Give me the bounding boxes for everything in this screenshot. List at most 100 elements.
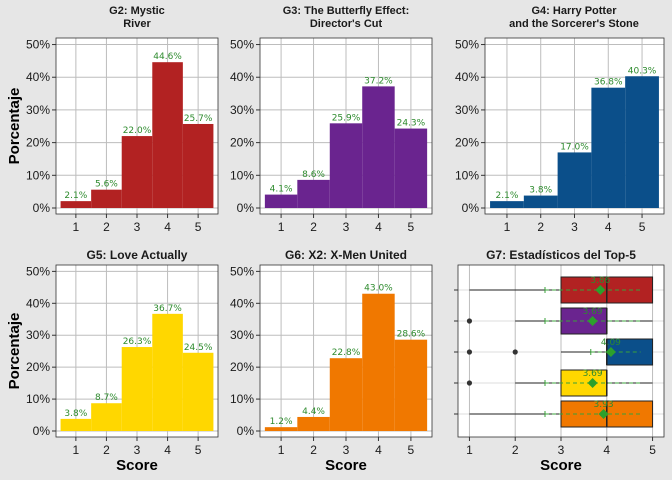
chart-title-line: and the Sorcerer's Stone [509,18,639,30]
data-label: 22.8% [332,348,361,358]
mean-marker [587,316,598,326]
y-tick-label: 10% [455,168,479,182]
data-label: 2.1% [64,191,87,201]
x-tick-label: 4 [603,443,610,457]
mean-marker [605,347,616,357]
y-tick-label: 40% [26,296,50,310]
data-label: 40.3% [628,66,657,76]
y-tick-label: 30% [455,103,479,117]
outlier-point [466,380,473,386]
y-tick-label: 50% [455,38,479,52]
data-label: 8.6% [302,170,325,180]
x-tick-label: 3 [134,220,141,234]
bar [297,179,330,208]
x-tick-label: 1 [278,220,285,234]
chart-title: G6: X2: X-Men United [285,248,407,262]
data-label: 36.7% [153,304,182,314]
x-tick-label: 2 [103,220,110,234]
y-tick-label: 30% [230,103,254,117]
data-label: 1.2% [270,417,293,427]
x-axis-label: Score [325,457,367,474]
data-label: 17.0% [560,142,589,152]
bar [264,427,298,431]
data-label: 22.0% [123,126,152,136]
y-tick-label: 40% [230,70,254,84]
y-tick-label: 10% [26,392,50,406]
x-tick-label: 1 [73,220,80,234]
bar [182,123,214,208]
data-label: 3.8% [64,409,87,419]
x-tick-label: 2 [103,443,110,457]
mean-label: 3.86 [590,276,610,286]
y-tick-label: 10% [230,392,254,406]
bar [362,293,395,431]
y-tick-label: 0% [237,201,255,215]
x-tick-label: 3 [134,443,141,457]
y-tick-label: 0% [33,201,51,215]
data-label: 2.1% [496,191,519,201]
bar [329,123,363,208]
y-axis-label: Porcentaje [6,88,23,165]
data-label: 44.6% [153,52,182,62]
chart-panel-5: G5: Love Actually 3.8% 8.7% 26.3% 36.7% 24.5%… [6,248,219,474]
y-tick-label: 30% [26,103,50,117]
x-tick-label: 4 [605,220,612,234]
chart-title: G5: Love Actually [87,248,188,262]
data-label: 28.6% [397,330,426,340]
chart-title-line: G3: The Butterfly Effect: [283,5,410,17]
x-tick-label: 5 [649,443,656,457]
y-tick-label: 20% [230,360,254,374]
x-tick-label: 1 [466,443,473,457]
y-tick-label: 40% [230,296,254,310]
mean-marker [598,409,609,419]
chart-title-line: G4: Harry Potter [532,5,618,17]
data-label: 37.2% [364,76,393,86]
x-tick-label: 3 [343,220,350,234]
data-label: 25.9% [332,113,361,123]
mean-label: 4.09 [601,338,621,348]
chart-title-line: Director's Cut [310,18,383,30]
mean-marker [595,285,606,295]
chart-title: G7: Estadísticos del Top-5 [486,248,636,262]
chart-title-line: G7: Estadísticos del Top-5 [486,248,636,262]
bar [91,189,122,208]
box-series: 4.09 [466,338,654,366]
outlier-point [466,349,473,355]
bar [91,403,122,431]
bar [490,201,524,208]
box-series: 3.86 [469,276,654,304]
bar [264,194,298,208]
x-tick-label: 1 [73,443,80,457]
y-tick-label: 30% [230,328,254,342]
y-tick-label: 0% [462,201,480,215]
x-tick-label: 2 [310,220,317,234]
data-label: 36.8% [594,78,623,88]
mean-label: 3.69 [583,369,603,379]
x-axis-label: Score [540,457,582,474]
y-tick-label: 10% [230,168,254,182]
bar [60,201,92,208]
mean-label: 3.69 [583,307,603,317]
box-series: 3.69 [466,307,653,335]
x-tick-label: 2 [537,220,544,234]
data-label: 3.8% [529,186,552,196]
y-tick-label: 50% [26,38,50,52]
x-tick-label: 1 [504,220,511,234]
data-label: 43.0% [364,284,393,294]
x-tick-label: 3 [343,443,350,457]
y-tick-label: 20% [26,360,50,374]
x-tick-label: 3 [571,220,578,234]
y-tick-label: 20% [455,136,479,150]
x-tick-label: 2 [512,443,519,457]
y-tick-label: 30% [26,328,50,342]
x-tick-label: 5 [195,220,202,234]
y-tick-label: 50% [230,38,254,52]
outlier-point [466,318,473,324]
y-tick-label: 10% [26,168,50,182]
y-tick-label: 40% [26,70,50,84]
x-tick-label: 4 [164,220,171,234]
chart-title-line: G5: Love Actually [87,248,188,262]
x-tick-label: 5 [639,220,646,234]
data-label: 5.6% [95,180,118,190]
